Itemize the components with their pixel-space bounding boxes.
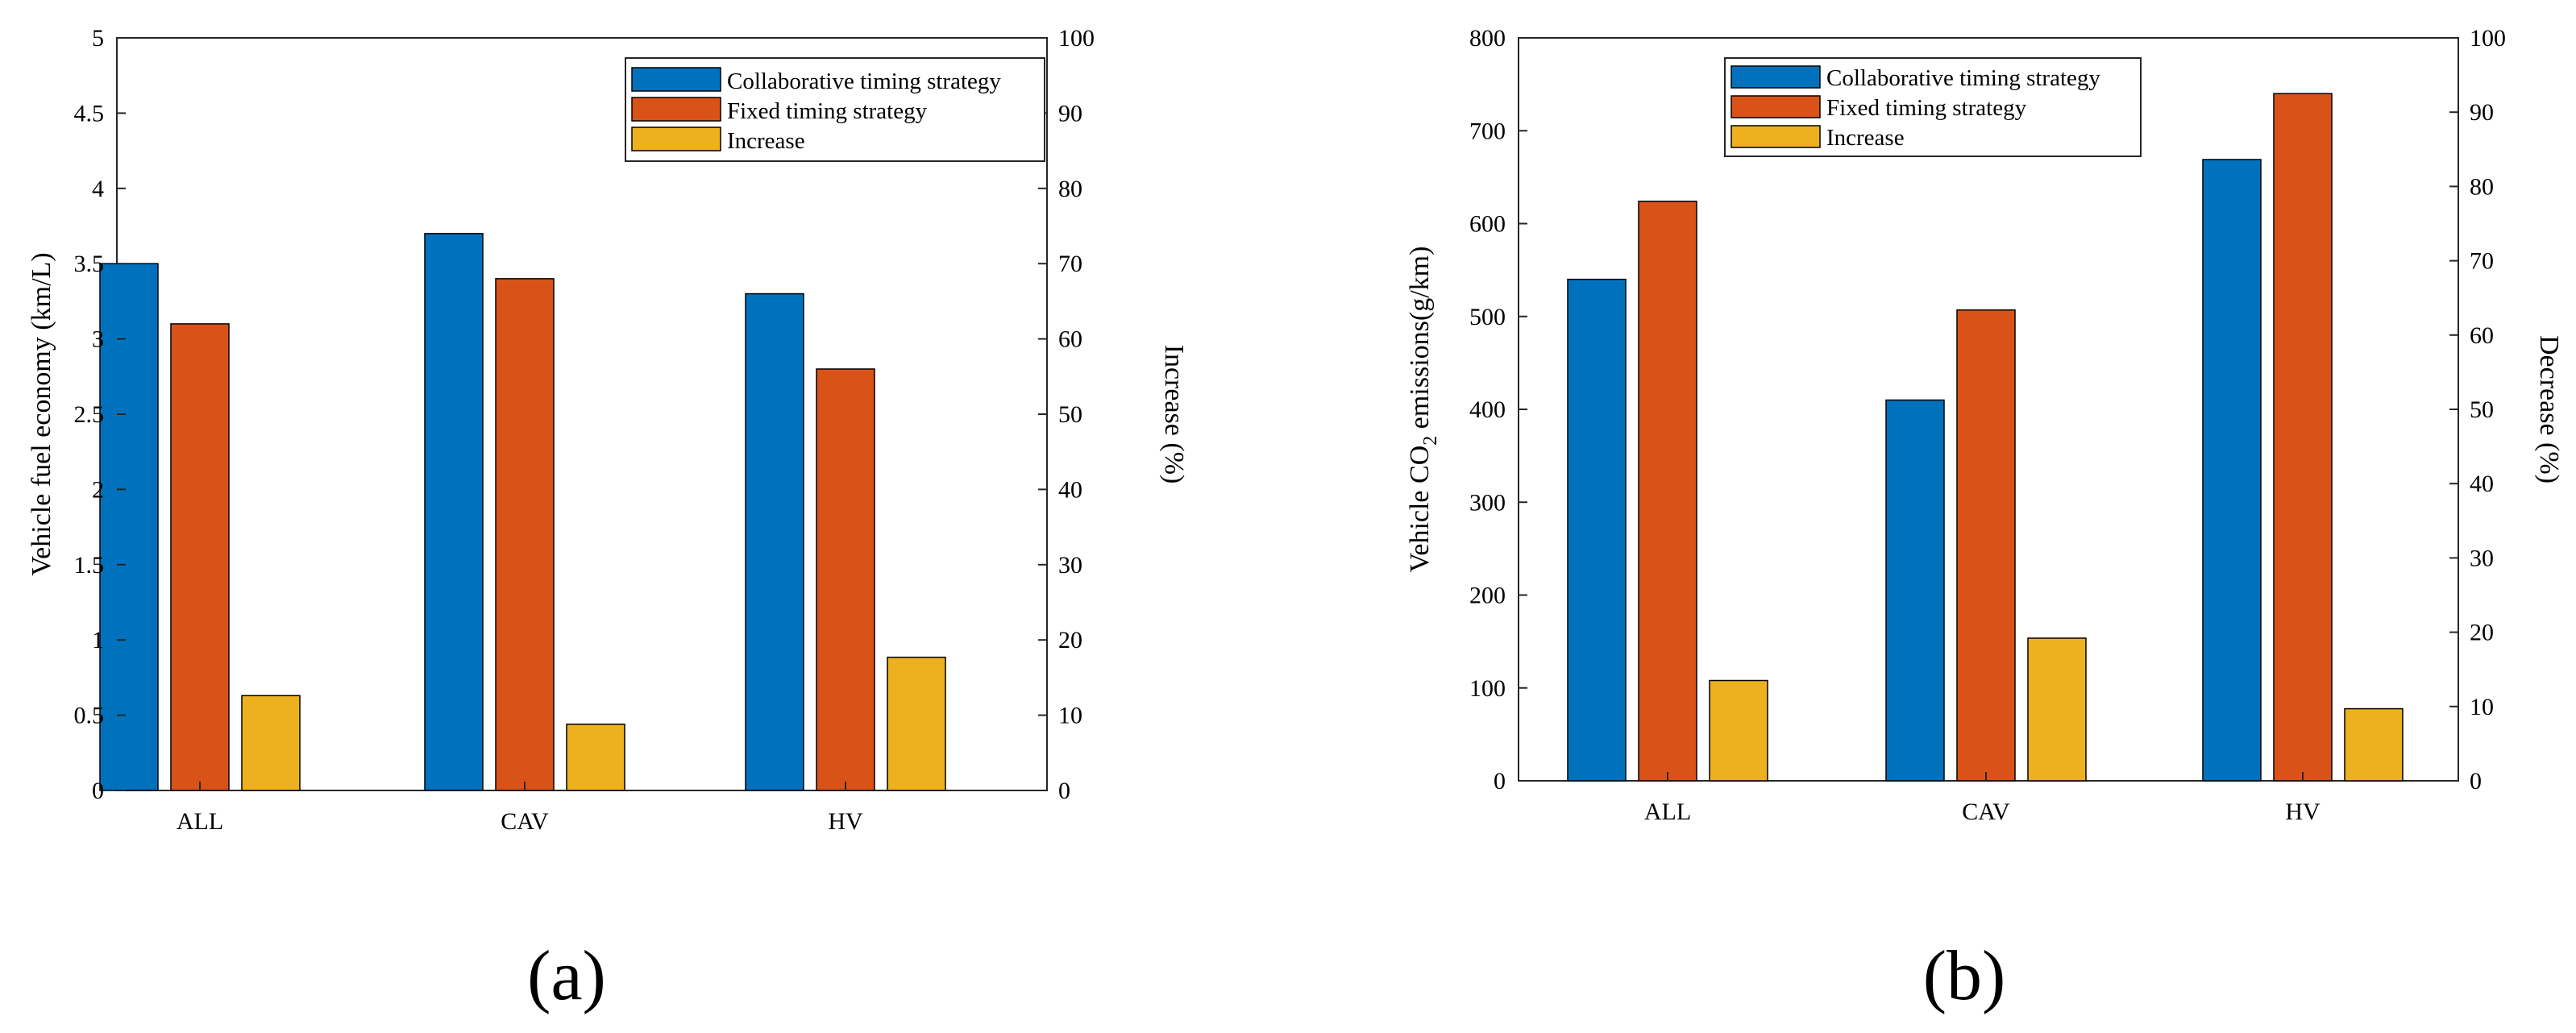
y2-tick-label: 70 (2470, 248, 2494, 275)
y2-tick-label: 0 (2470, 768, 2482, 794)
y2-tick-label: 40 (2470, 471, 2494, 497)
bar-increase-cav (566, 724, 625, 791)
y2-tick-label: 50 (1058, 401, 1082, 428)
y2-tick-label: 90 (2470, 99, 2494, 126)
bar-collaborative-all (99, 263, 159, 791)
legend-label-fixed: Fixed timing strategy (727, 98, 928, 124)
bar-increase-cav (2027, 637, 2087, 782)
y2-tick-label: 80 (1058, 176, 1082, 202)
chart-b-co2-emissions: 0 100 200 300 400 500 600 700 800 0 10 20 30 40 50 60 7… (1405, 25, 2564, 1015)
y2-tick-label: 10 (2470, 694, 2494, 720)
bar-fixed-hv (2273, 93, 2333, 782)
y2-tick-label: 60 (1058, 326, 1082, 353)
y2-tick-label: 0 (1058, 778, 1070, 804)
x-tick-label: ALL (177, 808, 223, 835)
left-axis-ticks: 0 0.5 1 1.5 2 2.5 3 3.5 4 4.5 5 (74, 25, 126, 804)
y-tick-label: 1 (92, 627, 104, 653)
bar-increase-hv (887, 656, 946, 791)
legend-swatch-collaborative (1730, 65, 1821, 89)
legend-label-collaborative: Collaborative timing strategy (1826, 65, 2100, 91)
y2-tick-label: 20 (2470, 620, 2494, 646)
y2-tick-label: 60 (2470, 322, 2494, 349)
y-tick-label: 800 (1469, 25, 1506, 52)
legend: Collaborative timing strategy Fixed timi… (1724, 57, 2142, 157)
legend-label-increase: Increase (1826, 125, 1905, 151)
category-ticks: ALL CAV HV (1644, 772, 2320, 825)
y-tick-label: 0.5 (74, 703, 105, 729)
left-axis-ticks: 0 100 200 300 400 500 600 700 800 (1469, 25, 1527, 794)
x-tick-label: ALL (1644, 799, 1691, 825)
bar-fixed-cav (495, 278, 555, 791)
y2-axis-label: Increase (%) (1159, 345, 1189, 484)
y-tick-label: 2.5 (74, 401, 105, 428)
y-tick-label: 0 (1494, 768, 1506, 794)
bar-collaborative-cav (1885, 399, 1945, 782)
y-tick-label: 500 (1469, 304, 1506, 330)
legend: Collaborative timing strategy Fixed timi… (625, 57, 1045, 162)
legend-swatch-increase (631, 127, 721, 151)
y-tick-label: 300 (1469, 489, 1506, 516)
y2-tick-label: 70 (1058, 251, 1082, 277)
y-tick-label: 100 (1469, 675, 1506, 702)
right-axis-ticks: 0 10 20 30 40 50 60 70 80 90 100 (1038, 25, 1095, 804)
y-tick-label: 400 (1469, 396, 1506, 423)
y-tick-label: 2 (92, 476, 104, 503)
y-tick-label: 1.5 (74, 552, 105, 579)
y-tick-label: 0 (92, 778, 104, 804)
legend-label-increase: Increase (727, 128, 805, 154)
y2-tick-label: 40 (1058, 476, 1082, 503)
right-axis-ticks: 0 10 20 30 40 50 60 70 80 90 100 (2449, 25, 2506, 794)
legend-label-fixed: Fixed timing strategy (1826, 95, 2027, 121)
y2-tick-label: 30 (2470, 545, 2494, 571)
y2-tick-label: 100 (1058, 25, 1095, 52)
y2-tick-label: 20 (1058, 627, 1082, 653)
bar-increase-all (1709, 679, 1768, 782)
y2-tick-label: 100 (2470, 25, 2506, 52)
chart-a-fuel-economy: 0 0.5 1 1.5 2 2.5 3 3.5 4 4.5 5 0 10 20 30 40 50 60 70 80 9… (27, 25, 1189, 1015)
bar-fixed-cav (1956, 309, 2016, 782)
bar-collaborative-hv (2202, 159, 2262, 782)
legend-swatch-fixed (631, 97, 721, 122)
y-axis-label: Vehicle CO2 emissions(g/km) (1405, 247, 1441, 573)
legend-swatch-increase (1730, 125, 1821, 148)
y-tick-label: 200 (1469, 583, 1506, 609)
y-tick-label: 600 (1469, 211, 1506, 238)
y-tick-label: 5 (92, 25, 104, 52)
y-tick-label: 4 (92, 176, 104, 202)
bar-increase-hv (2344, 707, 2404, 782)
y-tick-label: 3.5 (74, 251, 105, 277)
x-tick-label: HV (2285, 799, 2320, 825)
category-ticks: ALL CAV HV (177, 782, 863, 835)
bar-fixed-hv (816, 368, 875, 791)
x-tick-label: HV (828, 808, 863, 835)
legend-swatch-fixed (1730, 95, 1821, 118)
panel-label-b: (b) (1923, 937, 2006, 1015)
panel-label-a: (a) (527, 937, 606, 1015)
y-axis-label: Vehicle fuel economy (km/L) (27, 252, 56, 575)
bars-group (1567, 93, 2404, 782)
y2-tick-label: 10 (1058, 703, 1082, 729)
bar-collaborative-hv (745, 292, 804, 791)
bar-increase-all (241, 695, 301, 791)
legend-swatch-collaborative (631, 67, 721, 92)
bars-group (99, 233, 946, 791)
x-tick-label: CAV (1962, 799, 2010, 825)
y-tick-label: 700 (1469, 118, 1506, 144)
y-tick-label: 3 (92, 326, 104, 353)
bar-collaborative-cav (424, 233, 484, 791)
y2-tick-label: 80 (2470, 173, 2494, 200)
bar-collaborative-all (1567, 278, 1627, 782)
bar-fixed-all (170, 323, 230, 791)
bar-fixed-all (1638, 201, 1697, 782)
legend-label-collaborative: Collaborative timing strategy (727, 68, 1001, 94)
x-tick-label: CAV (501, 808, 549, 835)
y2-axis-label: Decrease (%) (2534, 335, 2564, 483)
y-tick-label: 4.5 (74, 100, 105, 127)
y2-tick-label: 50 (2470, 396, 2494, 423)
y2-tick-label: 30 (1058, 552, 1082, 579)
y2-tick-label: 90 (1058, 100, 1082, 127)
